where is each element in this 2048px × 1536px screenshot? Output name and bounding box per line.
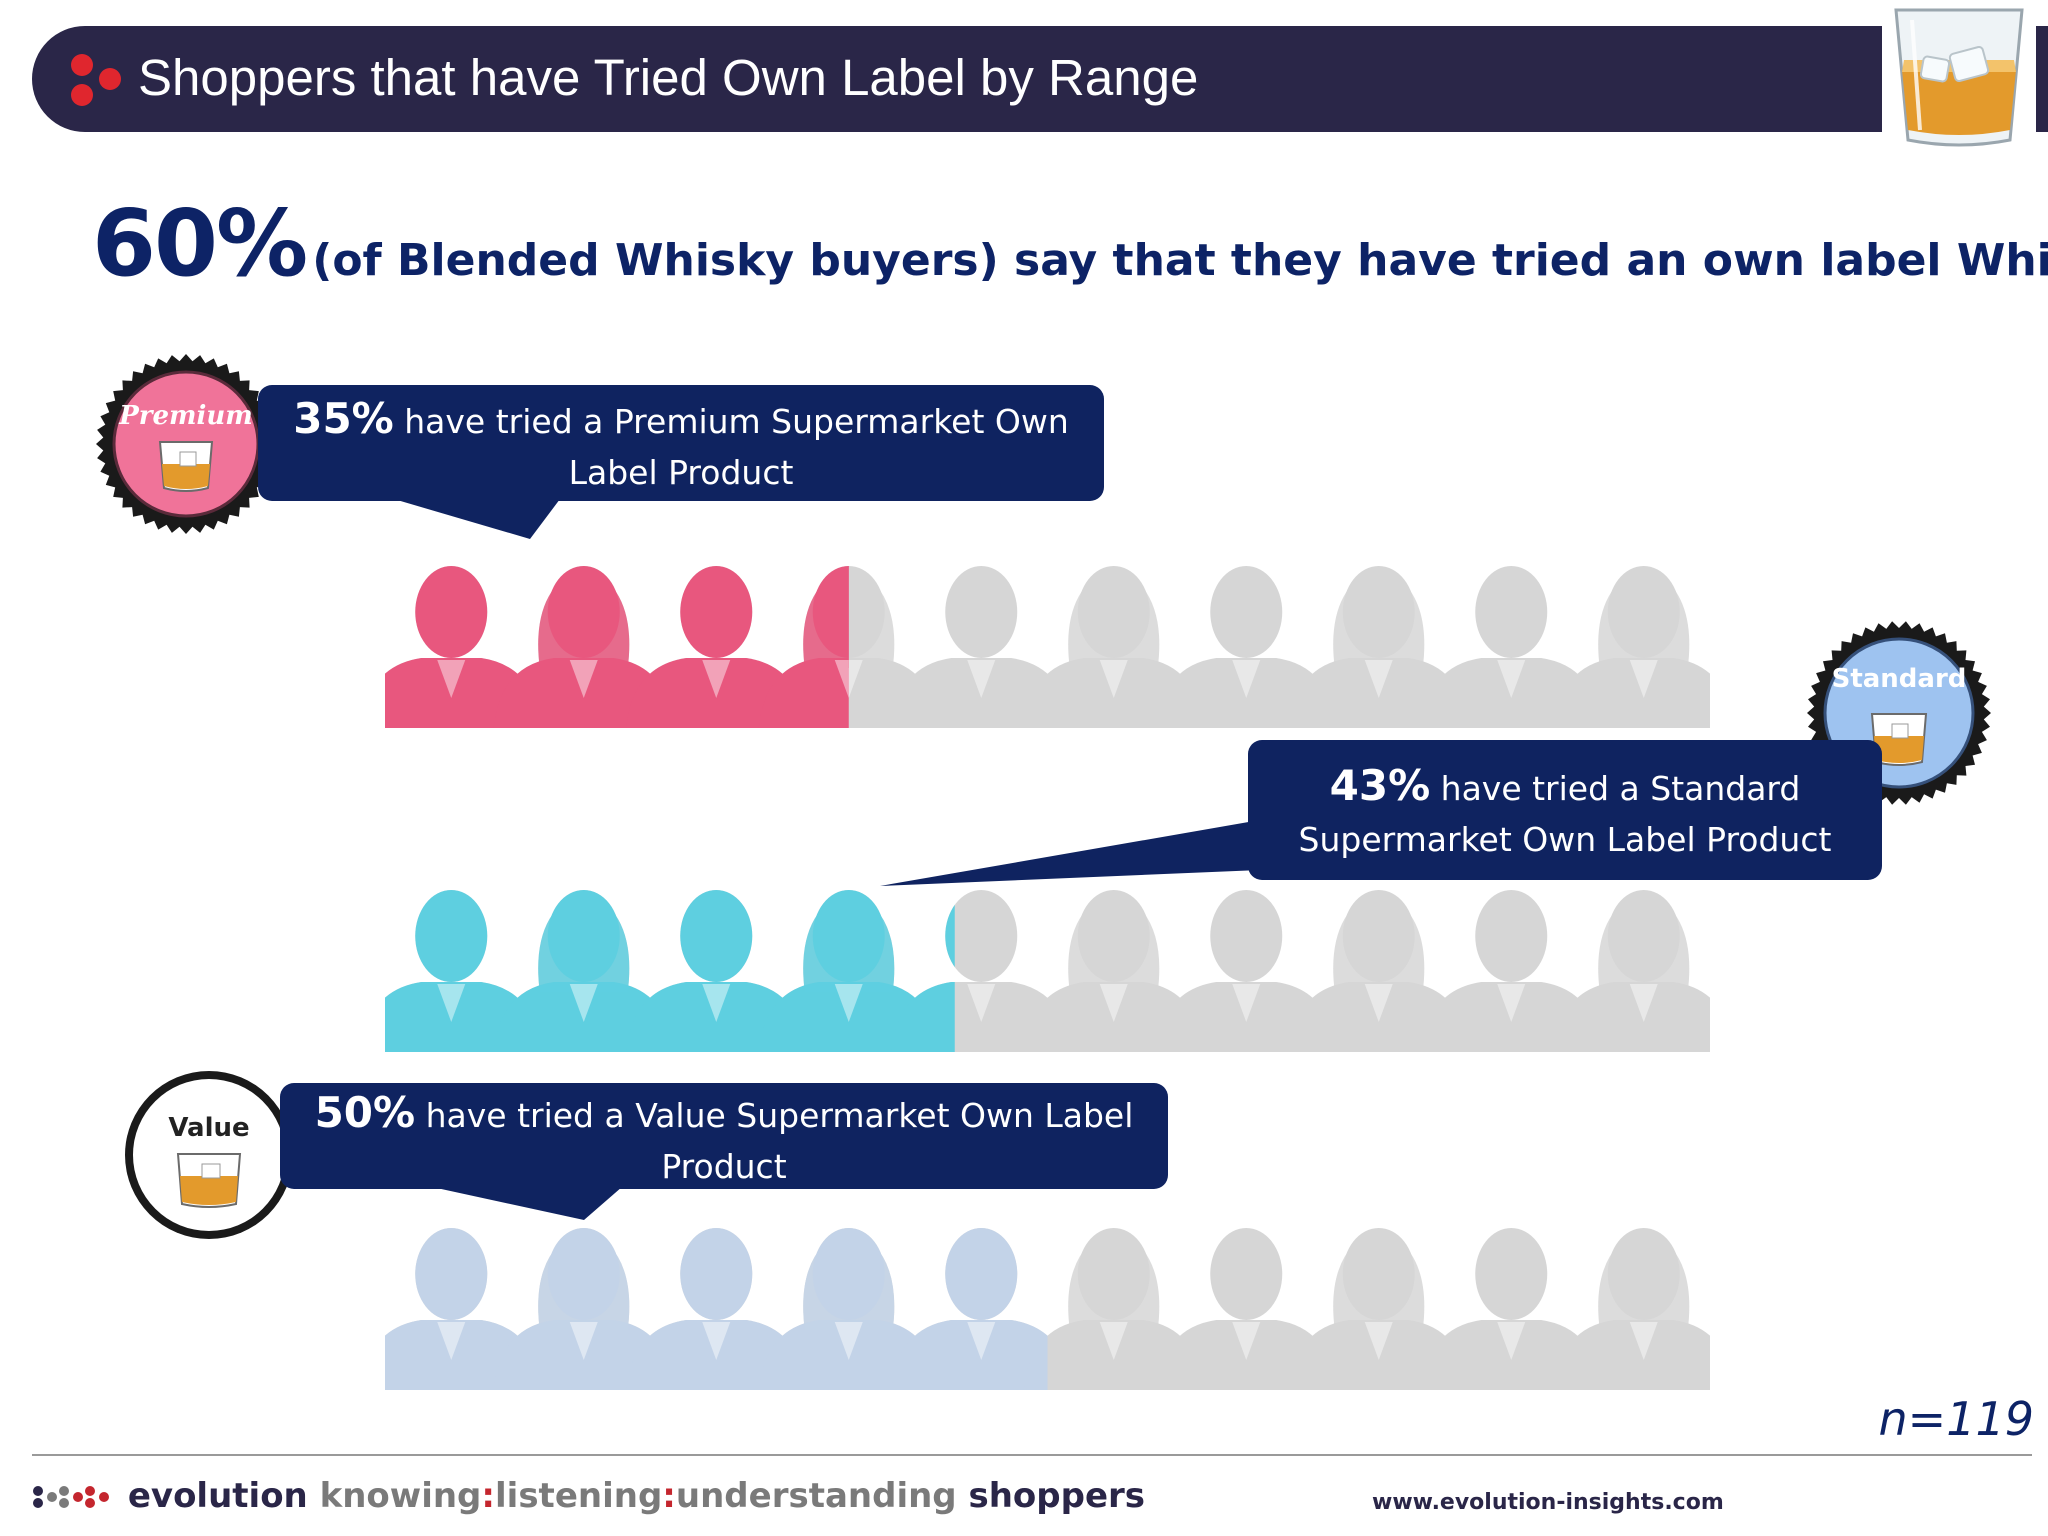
person-female-icon bbox=[1023, 1335, 1048, 1390]
standard-callout-tail bbox=[880, 820, 1260, 886]
person-female-icon bbox=[1023, 890, 1204, 1052]
footer-tag-knowing: knowing bbox=[319, 1476, 482, 1516]
value-people-row bbox=[385, 1228, 1710, 1390]
person-male-icon bbox=[891, 566, 1072, 728]
person-female-icon bbox=[1553, 890, 1710, 1052]
footer-brand: evolution bbox=[127, 1476, 308, 1516]
footer-divider bbox=[32, 1454, 2032, 1456]
sample-size: n=119 bbox=[1878, 1392, 2035, 1446]
standard-badge-label: Standard bbox=[1832, 664, 1967, 694]
person-female-icon bbox=[1023, 1228, 1204, 1390]
brand-dots-icon bbox=[33, 1486, 109, 1508]
premium-callout-text: have tried a Premium Supermarket Own Lab… bbox=[404, 402, 1069, 492]
person-male-icon bbox=[1156, 566, 1337, 728]
person-female-icon bbox=[1288, 1228, 1469, 1390]
person-female-icon bbox=[1023, 566, 1204, 728]
footer-url: www.evolution-insights.com bbox=[1372, 1490, 1724, 1515]
footer-tag-listening: listening bbox=[495, 1476, 663, 1516]
person-male-icon bbox=[891, 1228, 1048, 1390]
page-title: Shoppers that have Tried Own Label by Ra… bbox=[138, 49, 1199, 106]
value-badge-label: Value bbox=[168, 1113, 249, 1143]
person-female-icon bbox=[1288, 566, 1469, 728]
premium-callout: 35% have tried a Premium Supermarket Own… bbox=[258, 385, 1104, 501]
person-female-icon bbox=[493, 1228, 674, 1390]
premium-people-row bbox=[385, 566, 1710, 728]
footer-sep-2: : bbox=[662, 1476, 676, 1516]
person-male-icon bbox=[626, 890, 807, 1052]
person-female-icon bbox=[493, 890, 674, 1052]
value-pct: 50% bbox=[314, 1088, 416, 1137]
people-highlight-layer bbox=[385, 890, 955, 1052]
person-male-icon bbox=[1156, 1228, 1337, 1390]
people-highlight-layer bbox=[385, 1228, 1048, 1390]
headline-stat: 60% bbox=[92, 190, 308, 297]
person-male-icon bbox=[891, 904, 955, 1052]
premium-callout-tail bbox=[380, 495, 560, 539]
headline-text: (of Blended Whisky buyers) say that they… bbox=[312, 235, 2048, 286]
standard-callout: 43% have tried a Standard Supermarket Ow… bbox=[1248, 740, 1882, 880]
person-female-icon bbox=[758, 890, 939, 1052]
value-glass-icon bbox=[176, 1153, 242, 1208]
people-highlight-layer bbox=[385, 566, 849, 728]
person-male-icon bbox=[1156, 890, 1337, 1052]
person-male-icon bbox=[626, 1228, 807, 1390]
premium-glass-icon bbox=[158, 441, 214, 492]
standard-pct: 43% bbox=[1329, 761, 1431, 810]
value-callout: 50% have tried a Value Supermarket Own L… bbox=[280, 1083, 1168, 1189]
person-male-icon bbox=[1421, 566, 1602, 728]
standard-callout-text: have tried a Standard Supermarket Own La… bbox=[1298, 769, 1832, 859]
whisky-glass-image bbox=[1882, 0, 2036, 152]
logo-dots-icon bbox=[71, 54, 121, 106]
premium-badge: Premium bbox=[96, 354, 276, 534]
person-female-icon bbox=[758, 1228, 939, 1390]
person-male-icon bbox=[626, 566, 807, 728]
footer-tag-shoppers: shoppers bbox=[968, 1476, 1146, 1516]
headline: 60% (of Blended Whisky buyers) say that t… bbox=[92, 190, 2048, 297]
premium-pct: 35% bbox=[293, 394, 394, 443]
premium-badge-label: Premium bbox=[118, 401, 253, 431]
person-female-icon bbox=[1553, 1228, 1710, 1390]
value-callout-tail bbox=[400, 1180, 630, 1220]
person-male-icon bbox=[1421, 1228, 1602, 1390]
header-edge bbox=[2036, 26, 2048, 132]
person-female-icon bbox=[758, 566, 849, 728]
person-female-icon bbox=[1553, 566, 1710, 728]
footer-sep-1: : bbox=[481, 1476, 496, 1516]
footer-logo: evolution knowing:listening:understandin… bbox=[32, 1476, 1145, 1516]
standard-people-row bbox=[385, 890, 1710, 1052]
value-badge: Value bbox=[125, 1071, 293, 1239]
title-bar: Shoppers that have Tried Own Label by Ra… bbox=[32, 26, 1882, 132]
value-callout-text: have tried a Value Supermarket Own Label… bbox=[425, 1096, 1134, 1186]
person-female-icon bbox=[1288, 890, 1469, 1052]
person-female-icon bbox=[493, 566, 674, 728]
person-male-icon bbox=[1421, 890, 1602, 1052]
footer-tag-understanding: understanding bbox=[675, 1476, 957, 1516]
